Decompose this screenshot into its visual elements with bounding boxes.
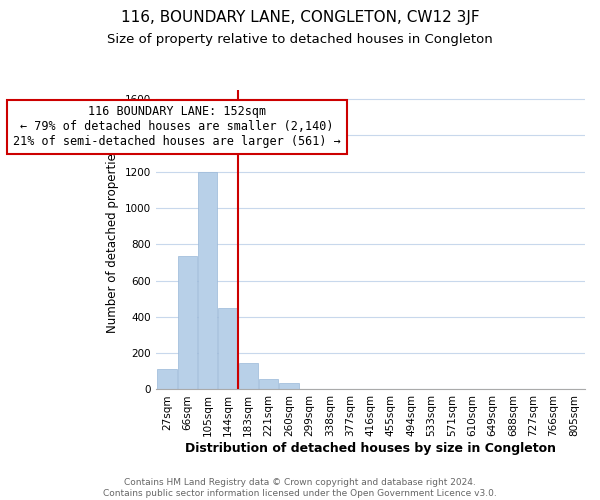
- Bar: [280, 383, 299, 390]
- Bar: [218, 308, 238, 390]
- Bar: [157, 370, 176, 390]
- Y-axis label: Number of detached properties: Number of detached properties: [106, 146, 119, 332]
- X-axis label: Distribution of detached houses by size in Congleton: Distribution of detached houses by size …: [185, 442, 556, 455]
- Bar: [259, 378, 278, 390]
- Bar: [178, 256, 197, 390]
- Bar: [239, 363, 258, 390]
- Text: 116 BOUNDARY LANE: 152sqm
← 79% of detached houses are smaller (2,140)
21% of se: 116 BOUNDARY LANE: 152sqm ← 79% of detac…: [13, 106, 341, 148]
- Text: Size of property relative to detached houses in Congleton: Size of property relative to detached ho…: [107, 32, 493, 46]
- Text: 116, BOUNDARY LANE, CONGLETON, CW12 3JF: 116, BOUNDARY LANE, CONGLETON, CW12 3JF: [121, 10, 479, 25]
- Bar: [198, 172, 217, 390]
- Text: Contains HM Land Registry data © Crown copyright and database right 2024.
Contai: Contains HM Land Registry data © Crown c…: [103, 478, 497, 498]
